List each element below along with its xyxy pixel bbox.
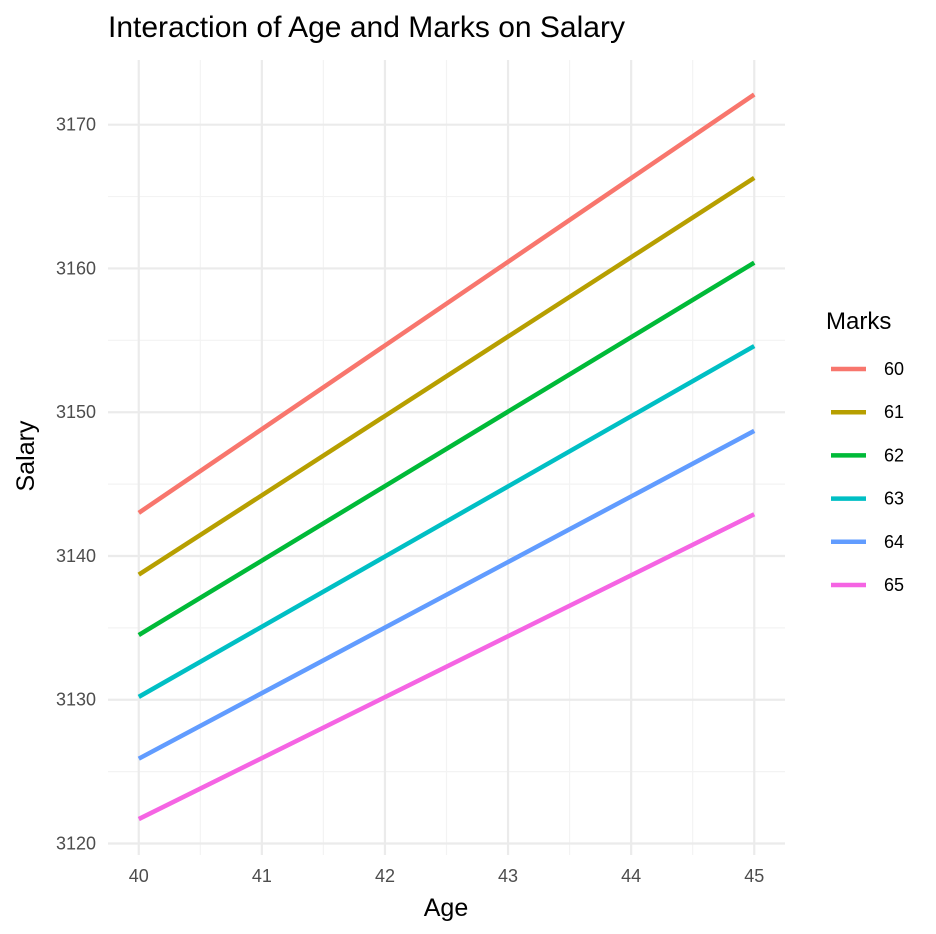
x-tick-label: 40 <box>129 866 149 886</box>
legend-item-60: 60 <box>831 359 904 379</box>
legend-label: 62 <box>884 445 904 465</box>
legend-item-64: 64 <box>831 532 904 552</box>
y-tick-label: 3130 <box>56 690 96 710</box>
y-tick-label: 3140 <box>56 546 96 566</box>
legend-item-62: 62 <box>831 445 904 465</box>
series-line-65 <box>137 512 756 822</box>
gridlines <box>108 60 785 855</box>
legend-label: 63 <box>884 489 904 509</box>
legend-item-63: 63 <box>831 489 904 509</box>
series-line-63 <box>137 344 756 699</box>
chart-title: Interaction of Age and Marks on Salary <box>108 11 625 44</box>
legend: Marks 60 61 62 63 64 65 <box>826 308 904 595</box>
x-tick-label: 42 <box>375 866 395 886</box>
x-tick-label: 41 <box>252 866 272 886</box>
legend-title: Marks <box>826 308 891 335</box>
series-line-61 <box>137 175 756 577</box>
y-axis-title: Salary <box>12 420 40 491</box>
y-tick-label: 3120 <box>56 833 96 853</box>
x-tick-label: 43 <box>498 866 518 886</box>
series-lines <box>137 92 756 822</box>
legend-label: 64 <box>884 532 904 552</box>
x-axis-title: Age <box>424 894 468 922</box>
legend-label: 65 <box>884 575 904 595</box>
series-line-60 <box>137 92 756 515</box>
legend-label: 60 <box>884 359 904 379</box>
y-tick-label: 3150 <box>56 402 96 422</box>
y-tick-label: 3170 <box>56 115 96 135</box>
series-line-62 <box>137 260 756 637</box>
legend-label: 61 <box>884 402 904 422</box>
legend-item-65: 65 <box>831 575 904 595</box>
x-tick-label: 44 <box>621 866 641 886</box>
x-axis-ticks: 40 41 42 43 44 45 <box>129 866 764 886</box>
x-tick-label: 45 <box>744 866 764 886</box>
y-axis-ticks: 3120 3130 3140 3150 3160 3170 <box>56 115 96 854</box>
y-tick-label: 3160 <box>56 258 96 278</box>
legend-item-61: 61 <box>831 402 904 422</box>
series-line-64 <box>137 428 756 761</box>
